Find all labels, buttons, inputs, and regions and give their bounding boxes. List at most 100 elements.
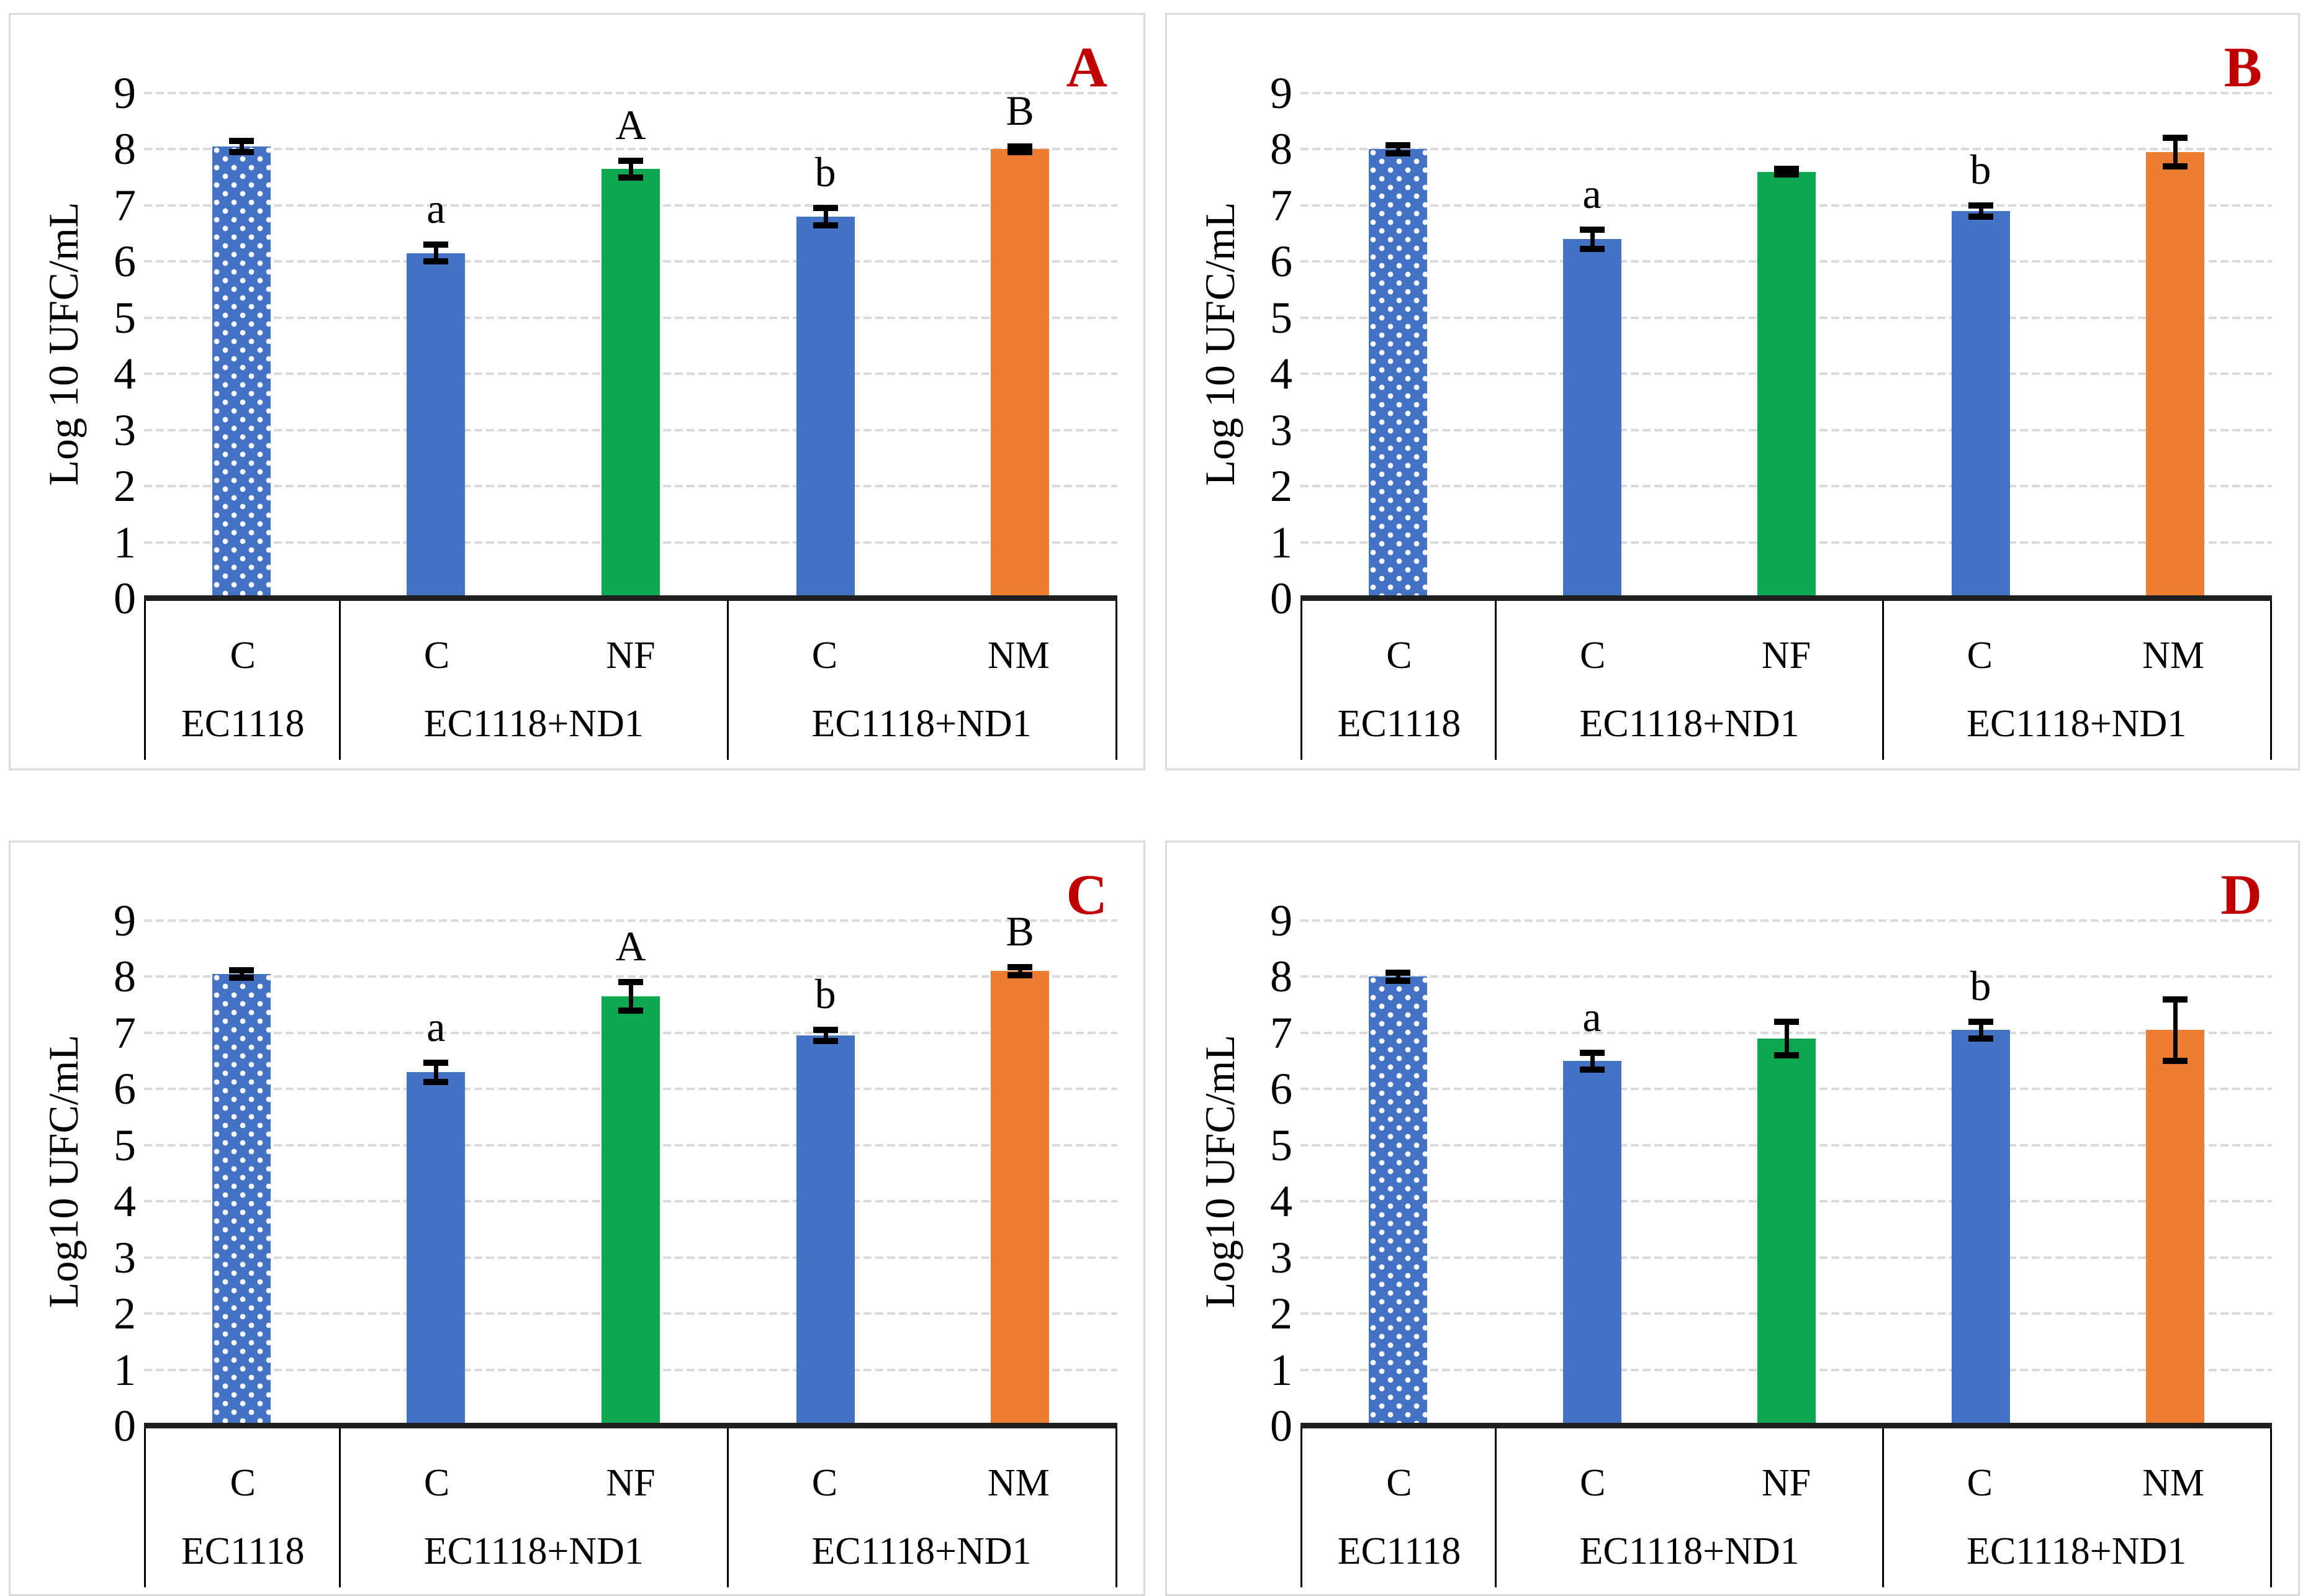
condition-label: NM [987, 1462, 1050, 1504]
error-bar-cap [1968, 214, 1993, 220]
strain-label: EC1118 [1337, 1530, 1461, 1572]
x-axis-line [1300, 595, 2272, 601]
gridline [144, 92, 1117, 94]
bar-NF [602, 996, 660, 1426]
table-divider [1882, 601, 1884, 760]
y-axis-title: Log10 UFC/mL [1196, 1034, 1243, 1309]
significance-letter: B [1006, 87, 1034, 134]
condition-label: NM [987, 634, 1050, 677]
y-axis-title: Log 10 UFC/mL [40, 202, 87, 486]
panel-label: B [2224, 35, 2262, 99]
table-divider [1882, 1428, 1884, 1587]
error-bar-cap [618, 1008, 643, 1014]
error-bar-cap [1968, 1035, 1993, 1042]
error-bar-cap [813, 1038, 838, 1044]
bar-C [1562, 1061, 1621, 1426]
error-bar [629, 982, 633, 1011]
x-axis-line [144, 1423, 1117, 1428]
error-bar-cap [1579, 1050, 1605, 1056]
error-bar-cap [1385, 970, 1410, 976]
table-divider [726, 1428, 729, 1587]
error-bar [823, 208, 828, 225]
condition-label: C [1580, 634, 1606, 677]
y-tick-label: 4 [1270, 1176, 1292, 1226]
error-bar-cap [1773, 1019, 1799, 1025]
category-table: C C NF C NM EC1118 EC1118+ND1 EC1118+ND1 [1300, 601, 2272, 760]
x-axis-line [1300, 1423, 2272, 1428]
strain-label: EC1118+ND1 [811, 1530, 1032, 1572]
error-bar [239, 141, 244, 152]
error-bar [823, 1030, 828, 1041]
error-bar [434, 245, 439, 261]
error-bar-cap [813, 1027, 838, 1033]
y-tick-label: 9 [1270, 896, 1292, 945]
bar-NM [991, 971, 1050, 1426]
y-tick-label: 5 [1270, 293, 1292, 343]
y-tick-label: 9 [114, 68, 136, 118]
condition-label: NM [2142, 634, 2205, 677]
error-bar-cap [813, 205, 838, 211]
y-tick-label: 0 [114, 1401, 136, 1451]
error-bar-cap [228, 967, 254, 973]
error-bar-cap [1385, 142, 1410, 148]
significance-letter: A [615, 922, 646, 970]
bar-NM [991, 149, 1050, 598]
error-bar-cap [1968, 202, 1993, 209]
strain-label: EC1118+ND1 [423, 1530, 644, 1572]
bar-C [796, 217, 855, 598]
error-bar-cap [2162, 163, 2188, 169]
panel-B: a b 0 1 2 3 4 5 6 7 8 9 Log 10 UFC/mL B C C NF C NM EC1118 E… [1165, 13, 2300, 770]
error-bar-cap [1007, 964, 1033, 970]
bar-C [1368, 149, 1427, 598]
y-axis-ticks: 0 1 2 3 4 5 6 7 8 9 [66, 15, 136, 623]
bar-C [407, 1072, 466, 1426]
y-tick-label: 0 [1270, 574, 1292, 623]
y-tick-label: 4 [114, 1176, 136, 1226]
y-tick-label: 1 [114, 1345, 136, 1395]
y-tick-label: 5 [1270, 1120, 1292, 1170]
error-bar [1395, 145, 1400, 153]
error-bar [629, 161, 633, 178]
y-tick-label: 7 [1270, 181, 1292, 230]
condition-label: C [230, 1462, 256, 1504]
condition-label: C [1580, 1462, 1606, 1504]
bar-NF [1757, 1039, 1816, 1426]
bar-NF [602, 169, 660, 598]
error-bar-cap [1773, 171, 1799, 178]
y-tick-label: 7 [114, 181, 136, 230]
y-tick-label: 2 [114, 1289, 136, 1338]
bar-C [212, 147, 271, 598]
error-bar [1395, 973, 1400, 981]
error-bar [1784, 1022, 1789, 1055]
bar-C [796, 1035, 855, 1426]
panel-D: a b 0 1 2 3 4 5 6 7 8 9 Log10 UFC/mL D C C NF C NM EC1118 EC… [1165, 841, 2300, 1596]
y-axis-ticks: 0 1 2 3 4 5 6 7 8 9 [66, 842, 136, 1451]
error-bar-cap [1007, 149, 1033, 155]
y-tick-label: 1 [114, 518, 136, 567]
error-bar [1018, 967, 1023, 975]
gridline [1300, 148, 2272, 150]
y-tick-label: 0 [1270, 1401, 1292, 1451]
y-tick-label: 6 [1270, 237, 1292, 286]
error-bar-cap [1007, 143, 1033, 150]
bar-C [1951, 211, 2010, 598]
error-bar-cap [618, 979, 643, 985]
bar-C [407, 253, 466, 598]
gridline [144, 148, 1117, 150]
bar-NM [2145, 1030, 2204, 1426]
significance-letter: b [814, 970, 836, 1017]
error-bar-cap [228, 149, 254, 155]
bar-NM [2145, 152, 2204, 598]
error-bar-cap [1579, 227, 1605, 233]
bar-C [212, 974, 271, 1426]
error-bar-cap [2162, 996, 2188, 1003]
strain-label: EC1118+ND1 [1967, 1530, 2187, 1572]
condition-label: C [1967, 1462, 1993, 1504]
error-bar-cap [1968, 1019, 1993, 1025]
table-divider [338, 601, 341, 760]
panel-label: D [2220, 863, 2262, 926]
